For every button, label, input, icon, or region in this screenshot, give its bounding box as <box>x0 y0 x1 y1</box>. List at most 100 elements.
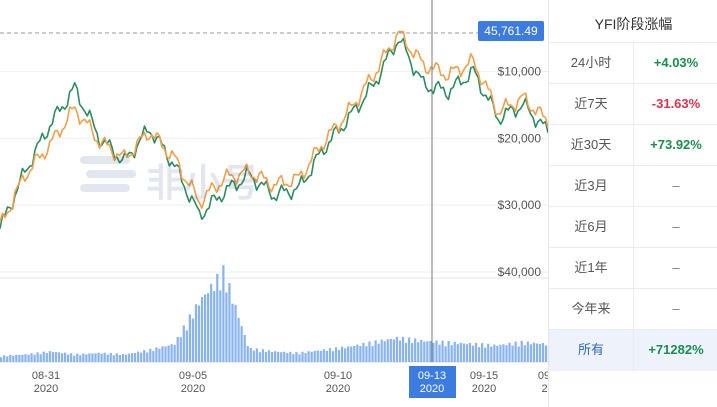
volume-bar <box>544 345 548 362</box>
volume-bar <box>63 352 67 362</box>
volume-bar <box>514 341 517 362</box>
volume-bar <box>176 337 179 362</box>
volume-bar <box>231 303 234 362</box>
volume-bar <box>258 352 262 362</box>
volume-bar <box>228 283 231 362</box>
volume-bar <box>194 304 198 362</box>
period-row[interactable]: 近1年 – <box>549 247 717 288</box>
volume-bar <box>286 353 289 362</box>
volume-bar <box>289 351 292 362</box>
volume-bar <box>18 354 21 362</box>
period-change-value: – <box>672 178 680 193</box>
y-axis-label: $40,000 <box>498 265 542 279</box>
volume-bar <box>60 353 64 362</box>
volume-bar <box>429 340 432 362</box>
volume-bar <box>295 352 298 362</box>
volume-bar <box>377 343 380 362</box>
volume-bar <box>79 355 82 362</box>
volume-bar <box>362 342 365 362</box>
volume-bar <box>508 342 511 362</box>
volume-bar <box>526 341 529 362</box>
volume-bar <box>246 345 249 362</box>
volume-bar <box>149 348 152 362</box>
period-label: 近7天 <box>549 84 634 124</box>
x-axis-year: 2020 <box>34 383 58 395</box>
period-row[interactable]: 近7天 -31.63% <box>549 83 717 124</box>
x-axis-date: 08-31 <box>32 370 60 382</box>
volume-bar <box>164 346 167 362</box>
volume-bar <box>310 351 313 362</box>
watermark-logo: 非小号 <box>80 150 270 205</box>
volume-bar <box>538 343 542 362</box>
volume-bar <box>383 341 386 362</box>
period-row[interactable]: 近3月 – <box>549 165 717 206</box>
volume-bar <box>76 353 79 362</box>
volume-bar <box>188 314 191 362</box>
volume-bar <box>493 344 496 362</box>
volume-bar <box>340 346 344 362</box>
period-change-value: +71282% <box>648 342 704 357</box>
period-row[interactable]: 近30天 +73.92% <box>549 124 717 165</box>
volume-bar <box>48 351 51 362</box>
volume-bar <box>42 351 45 362</box>
volume-bar <box>426 341 429 362</box>
volume-bar <box>398 340 402 362</box>
volume-bar <box>468 343 472 362</box>
volume-bar <box>213 291 216 362</box>
chart-svg[interactable]: $40,000$30,000$20,000$10,000 08-31202009… <box>0 0 548 407</box>
volume-bar <box>462 343 465 362</box>
volume-bar <box>100 353 103 362</box>
volume-bar <box>73 355 76 362</box>
volume-bar <box>170 344 173 362</box>
x-axis-date: 09-05 <box>179 370 207 382</box>
volume-bar <box>334 347 338 362</box>
volume-bar <box>280 352 283 362</box>
period-row[interactable]: 所有 +71282% <box>549 329 717 371</box>
volume-bar <box>414 338 417 362</box>
volume-bar <box>237 318 240 362</box>
panel-rows: 24小时 +4.03% 近7天 -31.63% 近30天 +73.92% 近3月 – 近6月 – 近… <box>549 42 717 371</box>
volume-bar <box>66 354 70 362</box>
volume-bar <box>261 349 265 362</box>
volume-bar <box>106 354 109 362</box>
volume-bar <box>481 343 484 362</box>
volume-bar <box>127 353 131 362</box>
x-axis-year: 2020 <box>326 383 350 395</box>
period-row[interactable]: 24小时 +4.03% <box>549 42 717 83</box>
y-axis-label: $20,000 <box>498 131 542 145</box>
volume-bar <box>167 345 170 362</box>
volume-bar <box>3 355 6 362</box>
volume-bar <box>225 292 228 362</box>
volume-bar <box>502 344 505 362</box>
volume-bar <box>27 354 30 362</box>
volume-bar <box>130 353 134 362</box>
price-line[interactable] <box>0 37 548 229</box>
volume-bar <box>520 340 523 362</box>
price-tag: 45,761.49 <box>478 21 544 41</box>
volume-bar <box>529 344 532 362</box>
volume-bar <box>91 353 94 362</box>
price-line[interactable] <box>0 30 548 222</box>
volume-bar <box>517 346 520 362</box>
period-label: 近3月 <box>549 166 634 206</box>
volume-bar <box>438 344 441 362</box>
volume-bar <box>490 346 493 362</box>
volume-bar <box>447 340 450 362</box>
volume-bar <box>85 354 88 362</box>
volume-bar <box>274 351 277 362</box>
volume-bar <box>252 350 255 362</box>
volume-bar <box>115 353 118 362</box>
volume-bar <box>264 352 268 362</box>
volume-bar <box>359 345 362 362</box>
period-row[interactable]: 今年来 – <box>549 288 717 329</box>
x-axis-date: 09-10 <box>324 370 352 382</box>
price-chart[interactable]: $40,000 $30,000 $20,000 $10,000 08-31 2020 09… <box>0 0 548 407</box>
volume-bar <box>331 351 335 362</box>
volume-bar <box>234 304 237 362</box>
volume-bar <box>353 346 356 362</box>
period-label: 24小时 <box>549 43 634 83</box>
volume-bar <box>39 354 42 362</box>
volume-bar <box>240 326 243 362</box>
volume-bar <box>441 340 444 362</box>
period-row[interactable]: 近6月 – <box>549 206 717 247</box>
